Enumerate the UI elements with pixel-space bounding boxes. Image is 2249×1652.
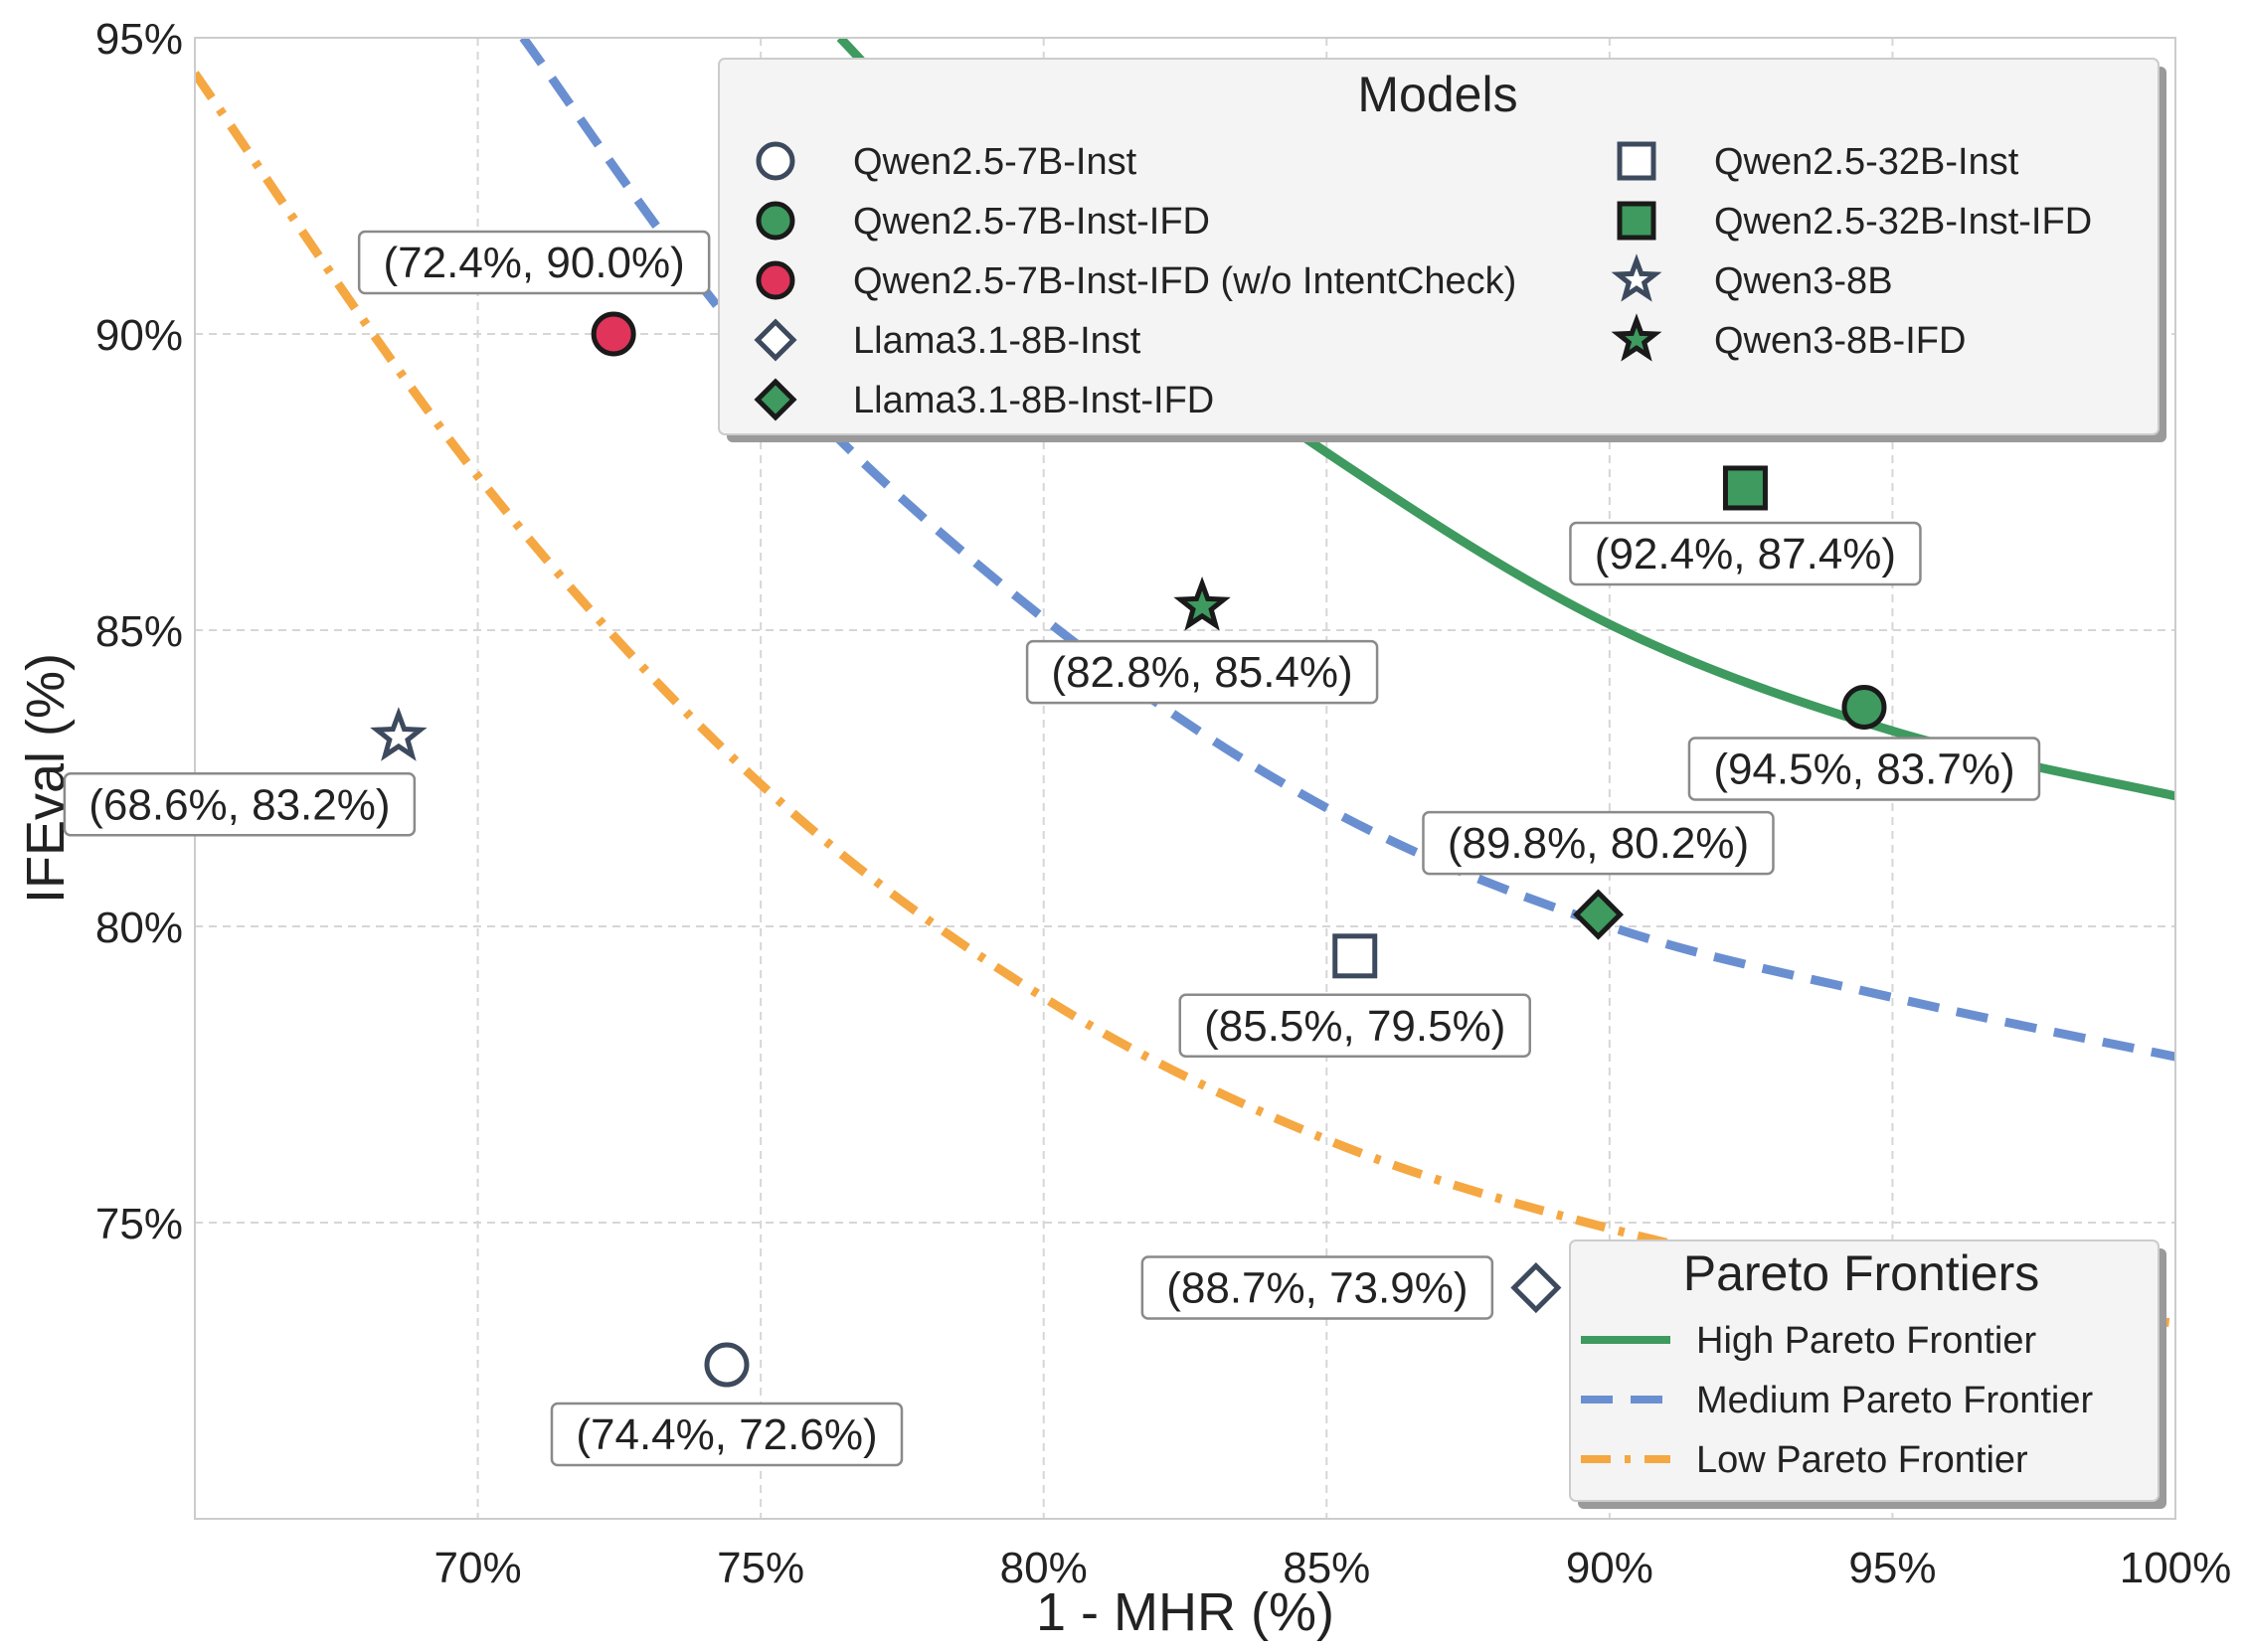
frontiers-legend: Pareto Frontiers High Pareto Frontier Med…	[1569, 1239, 2166, 1509]
legend-item-qwen2-5-32b-inst: Qwen2.5-32B-Inst	[1714, 141, 2019, 183]
qwen2-5-32b-inst-point	[1332, 933, 1378, 979]
legend-item-qwen2-5-7b-inst-ifd: Qwen2.5-7B-Inst-IFD	[853, 201, 1210, 243]
llama3-1-8b-inst-point	[1510, 1262, 1562, 1314]
annotation-label: (68.6%, 83.2%)	[88, 780, 390, 829]
qwen3-8b-ifd-point	[1173, 576, 1231, 631]
annotation-box	[1140, 1255, 1494, 1320]
annotation-label: (72.4%, 90.0%)	[384, 239, 685, 287]
models-legend-entries: Qwen2.5-7B-Inst Qwen2.5-7B-Inst-IFD Qwen2.…	[754, 141, 2092, 421]
legend-item-qwen2-5-7b-inst: Qwen2.5-7B-Inst	[853, 141, 1137, 183]
qwen2-5-7b-inst-ifd-point	[1841, 684, 1887, 730]
point-annotation: (68.6%, 83.2%)	[63, 772, 417, 837]
annotation-box	[63, 772, 417, 837]
qwen2-5-7b-inst-legend-marker	[756, 141, 795, 181]
qwen2-5-32b-inst-ifd-legend-marker	[1617, 201, 1656, 241]
annotation-label: (85.5%, 79.5%)	[1204, 1002, 1505, 1051]
point-annotation: (72.4%, 90.0%)	[357, 230, 711, 295]
legend-item-qwen3-8b-ifd: Qwen3-8B-IFD	[1714, 320, 1966, 362]
legend-item-medium-pareto-frontier: Medium Pareto Frontier	[1696, 1380, 2093, 1421]
legend-item-high-pareto-frontier: High Pareto Frontier	[1696, 1320, 2036, 1362]
qwen3-8b-legend-marker	[1611, 253, 1662, 302]
annotation-label: (88.7%, 73.9%)	[1166, 1264, 1468, 1313]
annotation-label: (92.4%, 87.4%)	[1595, 530, 1896, 578]
y-tick-labels: 75% 80% 85% 90% 95%	[95, 15, 183, 1248]
legend-item-llama3-1-8b-inst-ifd: Llama3.1-8B-Inst-IFD	[853, 380, 1214, 421]
y-tick-label: 85%	[95, 607, 183, 656]
annotation-box	[1687, 737, 2041, 801]
annotation-box	[1178, 993, 1531, 1059]
y-tick-label: 90%	[95, 311, 183, 360]
x-tick-labels: 70% 75% 80% 85% 90% 95% 100%	[434, 1544, 2232, 1592]
x-tick-label: 90%	[1566, 1544, 1653, 1592]
qwen2-5-7b-inst-ifd-w-o-intentcheck-legend-marker	[756, 260, 795, 300]
y-tick-label: 75%	[95, 1200, 183, 1248]
legend-item-qwen2-5-7b-inst-ifd-w-o-intentcheck: Qwen2.5-7B-Inst-IFD (w/o IntentCheck)	[853, 260, 1516, 302]
models-legend-box	[718, 58, 2160, 435]
point-annotation: (85.5%, 79.5%)	[1178, 993, 1531, 1059]
point-annotations: (74.4%, 72.6%) (94.5%, 83.7%) (72.4%, 90.0…	[63, 230, 2041, 1467]
point-annotation: (74.4%, 72.6%)	[550, 1402, 904, 1467]
data-points	[370, 311, 1887, 1388]
annotation-box	[550, 1402, 904, 1467]
low-pareto-frontier-line	[195, 71, 2175, 1328]
annotation-box	[1422, 810, 1775, 876]
x-tick-label: 100%	[2120, 1544, 2232, 1592]
annotation-label: (74.4%, 72.6%)	[576, 1410, 877, 1459]
qwen3-8b-ifd-legend-marker	[1611, 313, 1662, 362]
qwen3-8b-point	[370, 707, 428, 761]
x-tick-label: 95%	[1848, 1544, 1936, 1592]
llama3-1-8b-inst-ifd-point	[1572, 889, 1625, 940]
models-legend-title: Models	[1357, 67, 1517, 122]
legend-item-qwen3-8b: Qwen3-8B	[1714, 260, 1893, 302]
x-tick-label: 70%	[434, 1544, 522, 1592]
point-annotation: (89.8%, 80.2%)	[1422, 810, 1775, 876]
qwen2-5-32b-inst-legend-marker	[1617, 141, 1656, 181]
llama3-1-8b-inst-legend-marker	[754, 318, 797, 362]
frontiers-legend-box	[1569, 1239, 2160, 1502]
x-tick-label: 80%	[1000, 1544, 1088, 1592]
point-annotation: (88.7%, 73.9%)	[1140, 1255, 1494, 1320]
point-annotation: (92.4%, 87.4%)	[1569, 521, 1922, 586]
annotation-label: (89.8%, 80.2%)	[1448, 819, 1749, 868]
qwen2-5-7b-inst-ifd-legend-marker	[756, 201, 795, 241]
frontiers-legend-title: Pareto Frontiers	[1683, 1245, 2039, 1301]
legend-item-llama3-1-8b-inst: Llama3.1-8B-Inst	[853, 320, 1141, 362]
qwen2-5-7b-inst-point	[704, 1342, 750, 1388]
legend-item-low-pareto-frontier: Low Pareto Frontier	[1696, 1439, 2028, 1481]
x-tick-label: 85%	[1283, 1544, 1370, 1592]
frontiers-legend-entries: High Pareto Frontier Medium Pareto Fronti…	[1581, 1320, 2093, 1481]
y-tick-label: 80%	[95, 904, 183, 952]
y-tick-label: 95%	[95, 15, 183, 64]
models-legend: Models Qwen2.5-7B-Inst Qwen2.5-7B-Inst-IF…	[718, 58, 2166, 442]
annotation-box	[1569, 521, 1922, 586]
annotation-box	[1025, 639, 1379, 705]
point-annotation: (94.5%, 83.7%)	[1687, 737, 2041, 801]
annotation-label: (82.8%, 85.4%)	[1051, 648, 1352, 697]
legend-item-qwen2-5-32b-inst-ifd: Qwen2.5-32B-Inst-IFD	[1714, 201, 2092, 243]
llama3-1-8b-inst-ifd-legend-marker	[754, 378, 797, 421]
point-annotation: (82.8%, 85.4%)	[1025, 639, 1379, 705]
qwen2-5-32b-inst-ifd-point	[1722, 465, 1768, 511]
x-tick-label: 75%	[717, 1544, 804, 1592]
annotation-label: (94.5%, 83.7%)	[1713, 744, 2014, 793]
qwen2-5-7b-inst-ifd-w-o-intentcheck-point	[591, 311, 636, 357]
x-axis-title: 1 - MHR (%)	[1036, 1582, 1334, 1642]
annotation-box	[357, 230, 711, 295]
